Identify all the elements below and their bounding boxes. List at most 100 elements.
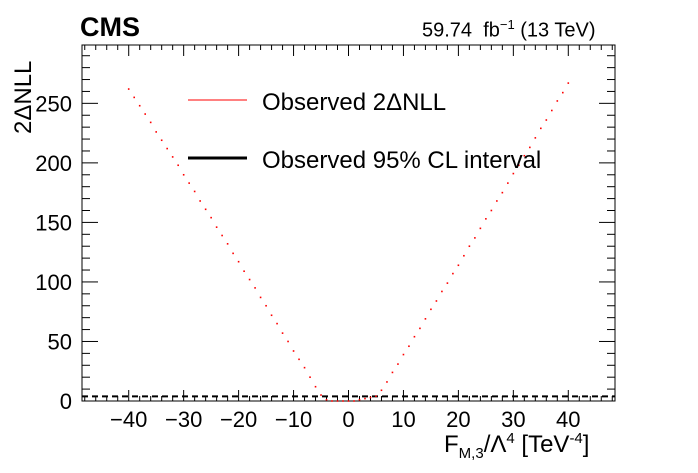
data-point	[523, 154, 526, 157]
y-tick-label: 150	[35, 210, 72, 235]
y-tick-label: 250	[35, 91, 72, 116]
data-point	[210, 216, 212, 219]
data-point	[149, 121, 152, 124]
data-point	[457, 264, 460, 267]
data-point	[320, 394, 322, 396]
data-point	[561, 91, 564, 94]
y-tick-label: 50	[48, 329, 72, 354]
x-title-unit-power: -4	[569, 430, 583, 447]
data-point	[243, 270, 245, 273]
data-point	[309, 376, 311, 378]
data-point	[567, 82, 570, 84]
data-point	[177, 164, 179, 167]
lumi-value: 59.74	[422, 19, 473, 42]
data-point	[193, 190, 196, 193]
x-title-sub: M,3	[458, 444, 484, 462]
data-point	[402, 353, 405, 356]
data-point	[518, 164, 520, 167]
data-point	[248, 278, 251, 281]
data-point	[292, 350, 295, 352]
data-point	[463, 254, 465, 257]
data-point	[408, 345, 410, 348]
legend-label-cl-interval: Observed 95% CL interval	[262, 147, 542, 174]
x-tick-label: 30	[501, 407, 525, 432]
data-point	[171, 156, 174, 158]
data-point	[331, 400, 333, 402]
data-point	[160, 139, 163, 142]
data-point	[314, 385, 317, 388]
lumi-unit: fb	[483, 19, 500, 42]
x-tick-label: −20	[220, 407, 257, 432]
data-point	[545, 119, 548, 121]
data-point	[336, 400, 339, 402]
data-point	[435, 300, 438, 302]
data-point	[452, 272, 454, 275]
data-point	[413, 335, 416, 338]
data-point	[474, 237, 476, 239]
data-point	[490, 209, 493, 212]
data-point	[529, 146, 531, 149]
y-tick-label: 200	[35, 151, 72, 176]
data-point	[380, 389, 383, 392]
data-point	[556, 100, 559, 102]
x-tick-label: 10	[391, 407, 415, 432]
data-point	[512, 172, 515, 175]
data-point	[182, 173, 185, 176]
data-point	[430, 308, 432, 311]
x-title-unit: [TeV	[514, 431, 570, 458]
data-point	[215, 226, 218, 228]
data-point	[424, 318, 427, 320]
x-title-close: ]	[582, 431, 590, 458]
x-tick-label: −10	[275, 407, 312, 432]
data-point	[204, 208, 207, 211]
data-point	[391, 371, 394, 374]
data-point	[270, 314, 273, 317]
x-title-lambda: /Λ	[483, 431, 507, 458]
data-point	[540, 127, 542, 130]
x-tick-label: 0	[342, 407, 354, 432]
x-tick-label: 20	[446, 407, 470, 432]
x-title-power: 4	[506, 430, 515, 447]
data-point	[325, 399, 328, 401]
legend-label-observed-nll: Observed 2ΔNLL	[262, 89, 447, 116]
data-point	[551, 109, 553, 112]
data-point	[265, 304, 267, 307]
data-point	[144, 113, 146, 115]
data-point	[188, 182, 190, 184]
data-point	[507, 182, 509, 184]
data-point	[276, 322, 278, 325]
data-point	[501, 191, 504, 194]
data-point	[281, 332, 284, 334]
luminosity-label: 59.74 fb−1 (13 TeV)	[422, 17, 596, 43]
data-point	[127, 88, 130, 90]
data-point	[496, 200, 498, 202]
x-title-main: F	[444, 431, 459, 458]
data-point	[386, 381, 388, 383]
experiment-label: CMS	[80, 12, 140, 42]
x-tick-label: −40	[110, 407, 147, 432]
data-point	[226, 243, 229, 245]
data-point	[358, 399, 361, 401]
data-point	[419, 327, 421, 330]
energy-label: (13 TeV)	[520, 19, 596, 42]
y-axis-title: 2ΔNLL	[10, 60, 37, 134]
data-point	[369, 396, 372, 399]
x-tick-label: 40	[556, 407, 580, 432]
data-point	[347, 400, 350, 402]
data-point	[479, 227, 482, 230]
data-point	[259, 296, 262, 299]
data-point	[138, 104, 141, 107]
data-point	[199, 200, 201, 202]
y-tick-label: 100	[35, 270, 72, 295]
data-point	[237, 260, 240, 263]
x-axis-title: FM,3/Λ4 [TeV-4]	[444, 430, 589, 462]
lumi-exponent: −1	[499, 17, 515, 32]
data-point	[232, 252, 234, 255]
data-point	[298, 358, 300, 361]
data-point	[375, 395, 377, 398]
data-point	[364, 397, 366, 400]
data-point	[287, 340, 289, 343]
data-point	[441, 290, 443, 293]
y-tick-label: 0	[60, 389, 72, 414]
